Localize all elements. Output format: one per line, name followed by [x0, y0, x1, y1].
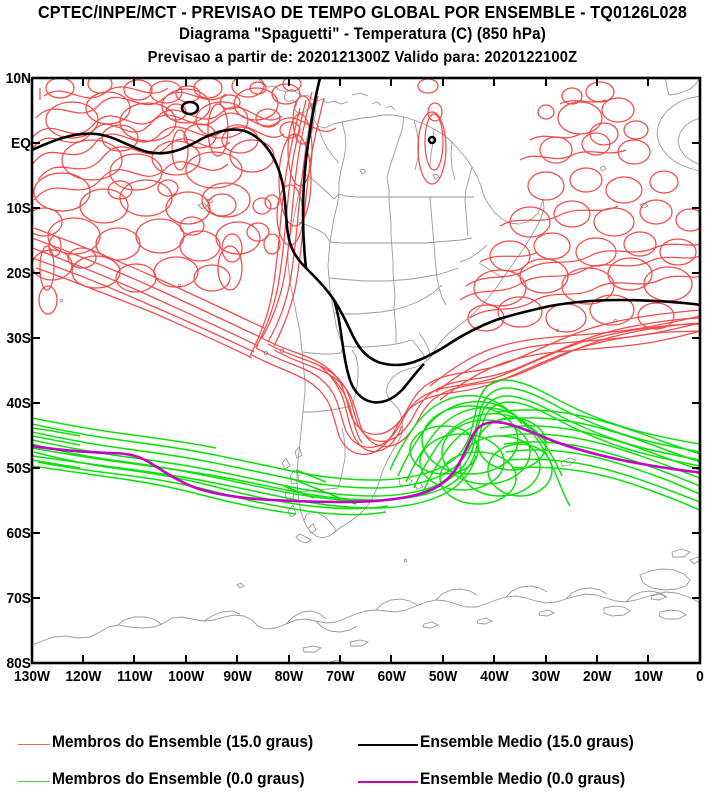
y-tick-label: 70S — [6, 591, 31, 608]
y-tick-label: 50S — [6, 461, 31, 478]
legend-mean-0-label: Ensemble Medio (0.0 graus) — [420, 770, 626, 788]
x-tick-label: 50W — [429, 669, 458, 686]
x-tick-label: 80W — [275, 669, 304, 686]
y-tick-label: EQ — [11, 136, 31, 153]
x-tick-label: 10W — [634, 669, 663, 686]
map-coastlines — [32, 78, 700, 663]
y-tick-label: 80S — [6, 656, 31, 673]
x-tick-label: 90W — [223, 669, 252, 686]
x-tick-label: 100W — [168, 669, 204, 686]
chart-title: Diagrama "Spaguetti" - Temperatura (C) (… — [178, 25, 547, 43]
legend-mean-0-swatch — [358, 781, 418, 783]
x-tick-label: 20W — [583, 669, 612, 686]
ensemble-mean-15c — [32, 78, 700, 404]
x-tick-label: 120W — [65, 669, 101, 686]
x-tick-label: 0 — [696, 669, 704, 686]
y-axis-tick-labels: 10N EQ 10S 20S 30S 40S 50S 60S 70S 80S — [6, 71, 32, 673]
legend-mean-15-label: Ensemble Medio (15.0 graus) — [420, 733, 634, 751]
y-tick-label: 40S — [6, 396, 31, 413]
ensemble-mean-0c — [32, 420, 700, 504]
y-tick-label: 10S — [6, 201, 31, 218]
legend-members-15-swatch — [18, 744, 50, 745]
y-tick-label: 20S — [6, 266, 31, 283]
page-title: CPTEC/INPE/MCT - PREVISAO DE TEMPO GLOBA… — [37, 2, 687, 22]
ensemble-members-15c — [32, 78, 700, 456]
y-axis-ticks — [32, 77, 700, 664]
legend-members-0-label: Membros do Ensemble (0.0 graus) — [52, 770, 305, 788]
x-axis-ticks — [31, 78, 701, 663]
y-tick-label: 30S — [6, 331, 31, 348]
plot-frame — [30, 76, 702, 665]
forecast-time-annotation: Previsao a partir de: 2020121300Z Valido… — [147, 49, 578, 66]
x-tick-label: 40W — [480, 669, 509, 686]
y-tick-label: 10N — [6, 71, 31, 88]
legend-members-0-swatch — [18, 781, 50, 782]
y-tick-label: 60S — [6, 526, 31, 543]
x-axis-tick-labels: 130W 120W 110W 100W 90W 80W 70W 60W 50W 40W 30W 20W… — [14, 669, 704, 686]
x-tick-label: 70W — [326, 669, 355, 686]
x-tick-label: 30W — [532, 669, 561, 686]
map-plot-area: 130W 120W 110W 100W 90W 80W 70W 60W 50W 40W 30W 20W… — [6, 71, 704, 686]
x-tick-label: 60W — [378, 669, 407, 686]
legend-members-15-label: Membros do Ensemble (15.0 graus) — [52, 733, 314, 751]
x-tick-label: 110W — [117, 669, 153, 686]
x-tick-label: 130W — [14, 669, 50, 686]
legend-mean-15-swatch — [358, 744, 418, 746]
